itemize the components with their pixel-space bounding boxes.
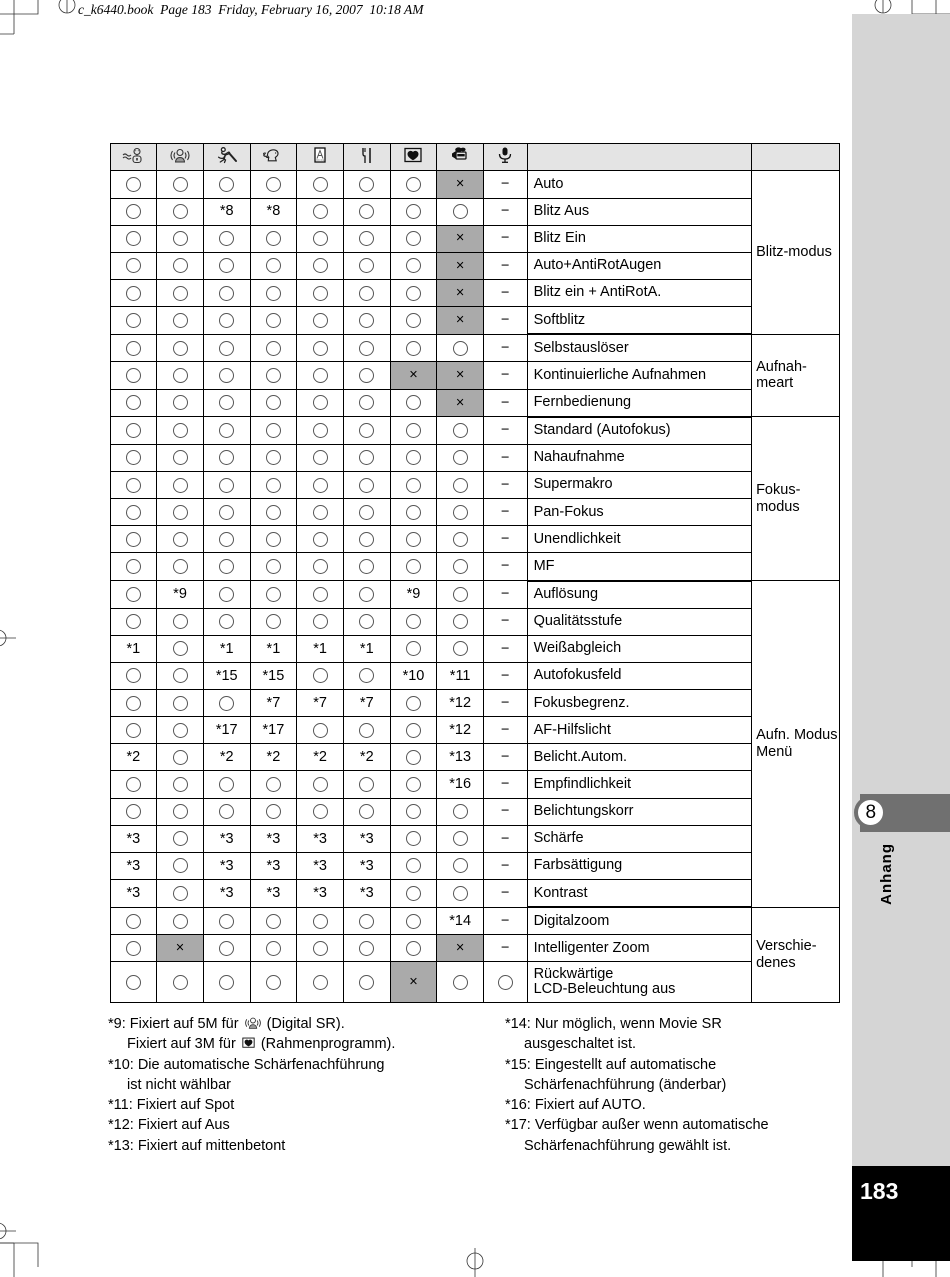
svg-text:ABCDE: ABCDE: [316, 158, 325, 162]
